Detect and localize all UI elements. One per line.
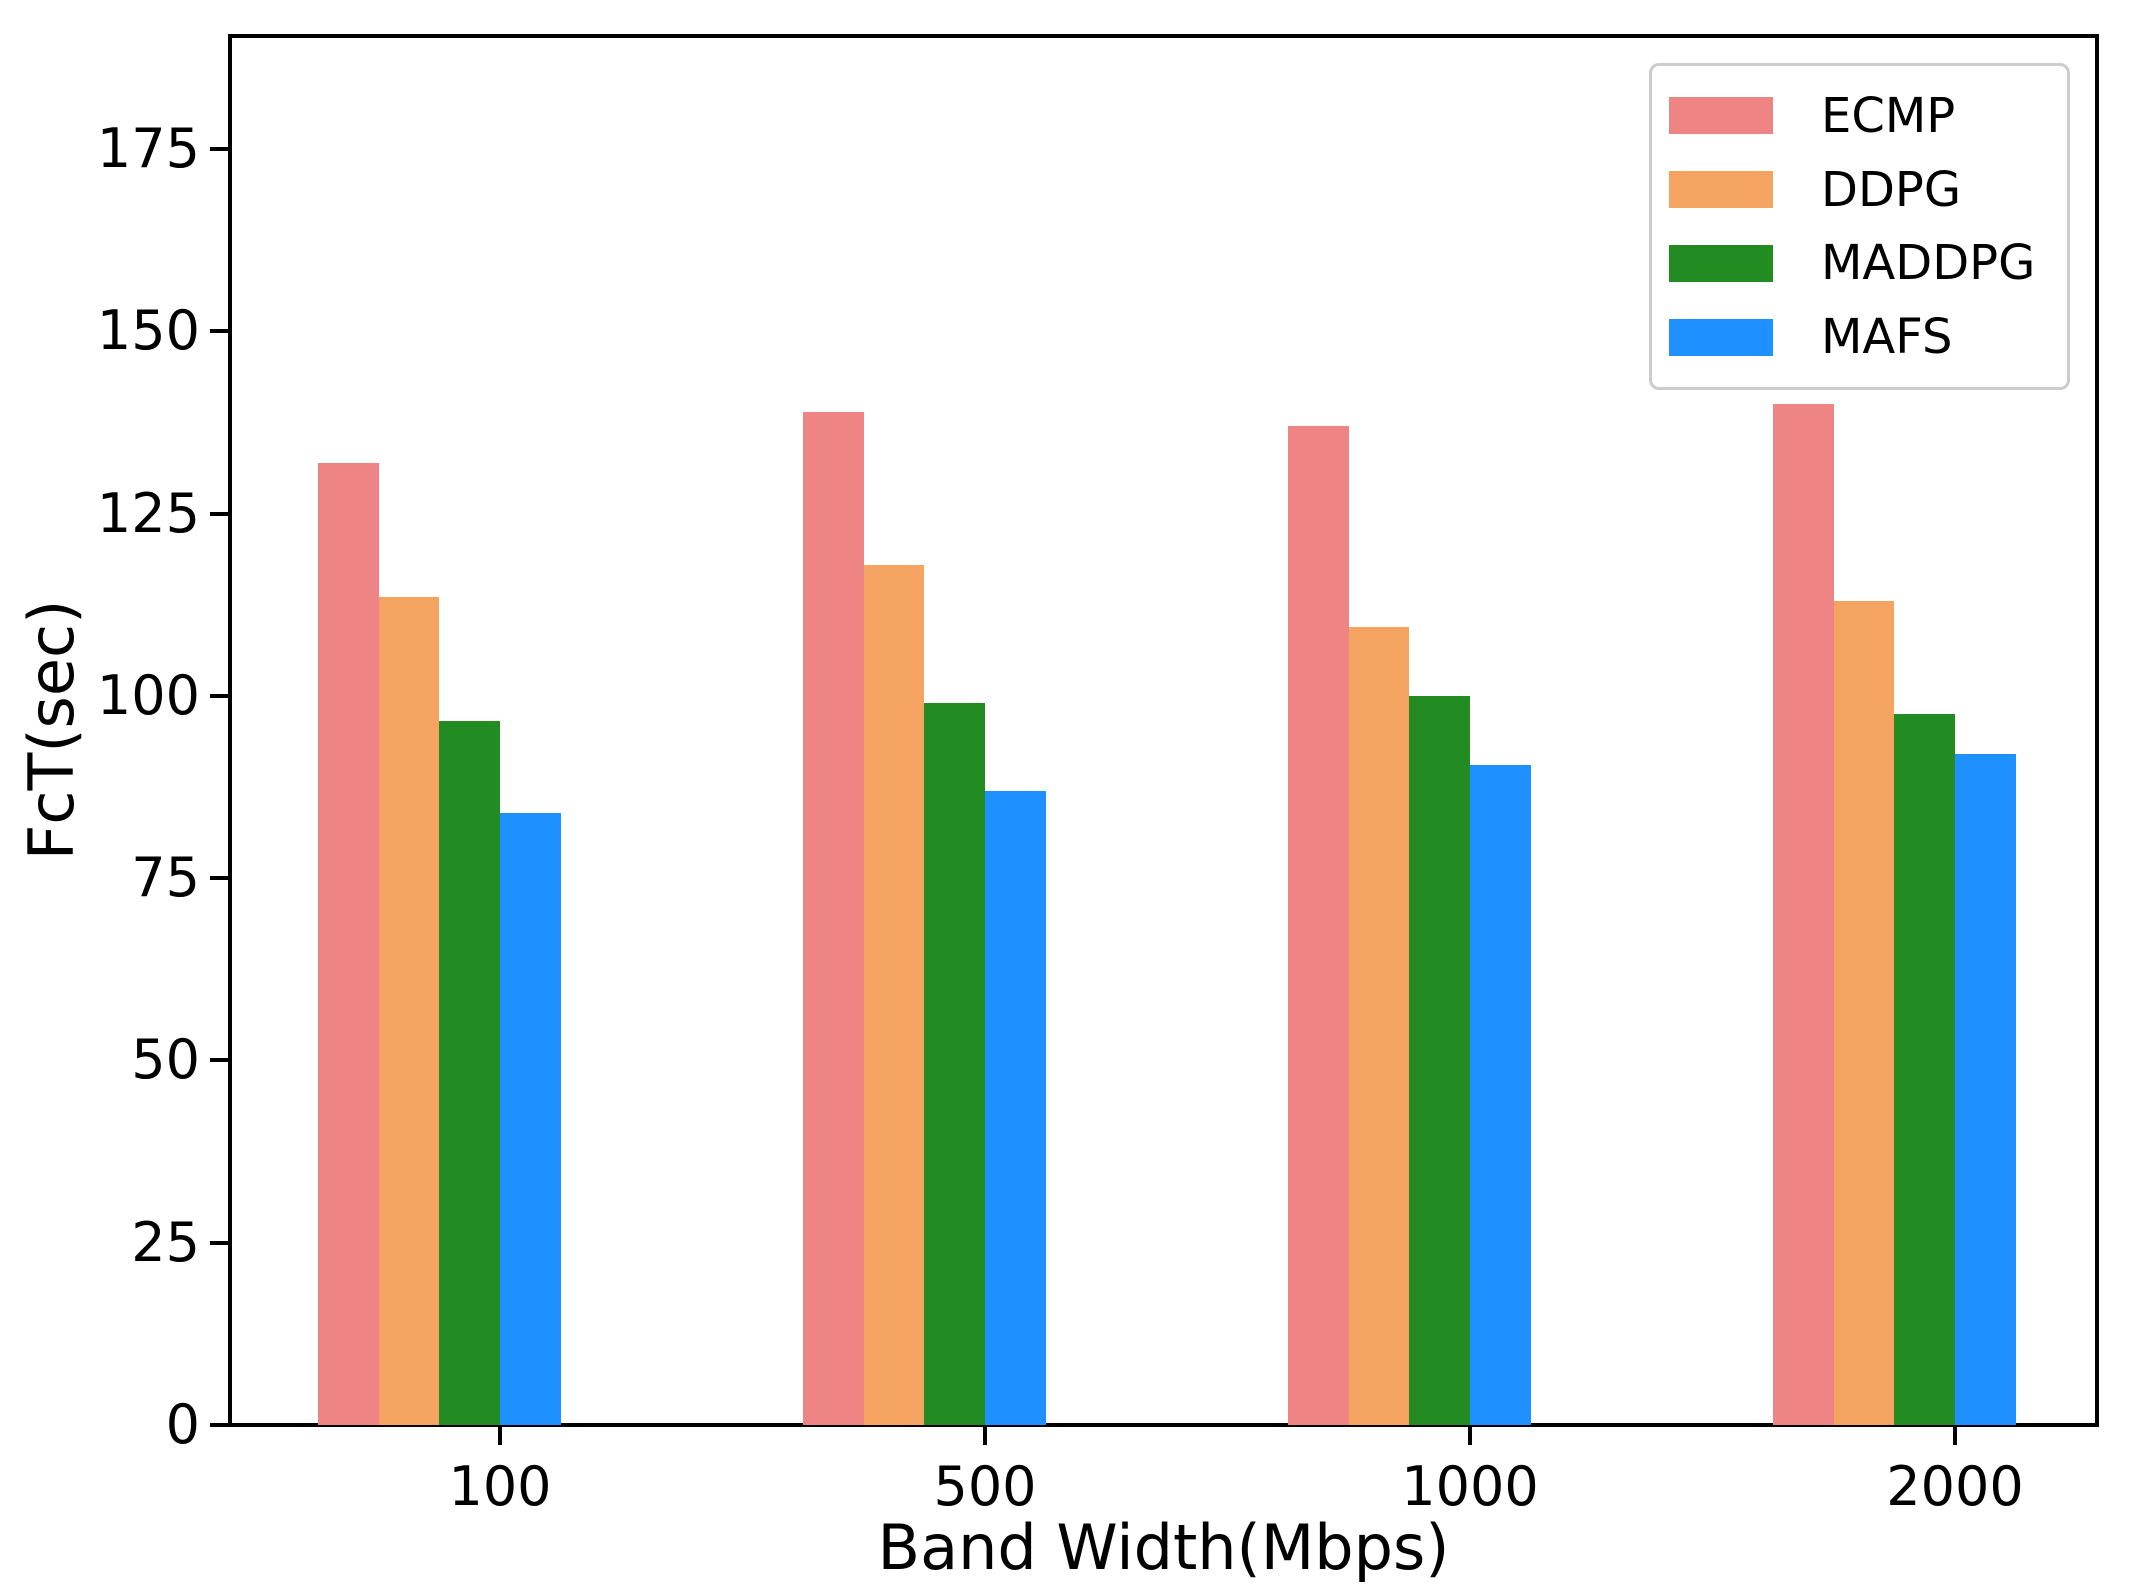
x-tick-mark (1468, 1427, 1472, 1445)
legend-swatch-maddpg (1669, 244, 1773, 282)
bar-ddpg-1000 (1348, 626, 1410, 1425)
bar-maddpg-2000 (1894, 714, 1955, 1425)
legend-swatch-ecmp (1669, 97, 1773, 135)
y-tick-mark (210, 511, 228, 516)
y-tick-label: 50 (131, 1028, 200, 1092)
x-tick-label: 2000 (1886, 1455, 2024, 1518)
legend-item-ddpg: DDPG (1652, 166, 2067, 214)
legend-item-mafs: MAFS (1652, 313, 2067, 361)
bar-mafs-2000 (1955, 754, 2016, 1425)
y-tick-mark (210, 693, 228, 698)
y-axis-title: FcT(sec) (15, 599, 88, 861)
y-tick-mark (210, 1058, 228, 1063)
x-tick-label: 500 (933, 1455, 1037, 1518)
bar-maddpg-1000 (1409, 695, 1470, 1425)
y-tick-label: 175 (96, 117, 200, 181)
bar-maddpg-100 (439, 721, 500, 1425)
bar-ecmp-500 (802, 411, 864, 1425)
x-axis-title: Band Width(Mbps) (877, 1511, 1450, 1584)
legend-label: DDPG (1821, 161, 1962, 218)
y-tick-mark (210, 1423, 228, 1427)
bar-mafs-1000 (1470, 765, 1531, 1425)
bar-maddpg-500 (924, 703, 985, 1425)
legend-swatch-mafs (1669, 318, 1773, 356)
legend-item-maddpg: MADDPG (1652, 239, 2067, 287)
bar-ecmp-2000 (1772, 404, 1834, 1425)
bar-mafs-100 (500, 812, 561, 1425)
bar-ecmp-100 (317, 462, 379, 1425)
legend-item-ecmp: ECMP (1652, 92, 2067, 140)
x-tick-mark (983, 1427, 987, 1445)
y-tick-label: 150 (96, 299, 200, 363)
y-tick-label: 0 (165, 1393, 200, 1456)
plot-area-frame (228, 34, 2099, 1427)
y-tick-label: 25 (131, 1210, 200, 1274)
legend: ECMP DDPG MADDPG MAFS (1649, 63, 2070, 390)
y-tick-mark (210, 1240, 228, 1245)
bar-mafs-500 (985, 790, 1046, 1425)
y-tick-label: 75 (131, 846, 200, 910)
bar-ecmp-1000 (1287, 426, 1349, 1425)
y-tick-label: 100 (96, 663, 200, 727)
legend-label: MAFS (1821, 309, 1953, 366)
y-tick-mark (210, 329, 228, 334)
x-tick-label: 100 (448, 1455, 552, 1518)
legend-label: MADDPG (1821, 235, 2036, 292)
y-tick-mark (210, 876, 228, 881)
x-tick-mark (1953, 1427, 1957, 1445)
bar-ddpg-500 (863, 564, 925, 1425)
legend-swatch-ddpg (1669, 171, 1773, 209)
y-tick-mark (210, 147, 228, 152)
legend-label: ECMP (1821, 87, 1956, 144)
bar-ddpg-100 (378, 597, 440, 1425)
bar-ddpg-2000 (1833, 601, 1895, 1425)
x-tick-mark (498, 1427, 502, 1445)
x-tick-label: 1000 (1401, 1455, 1539, 1518)
y-tick-label: 125 (96, 481, 200, 545)
